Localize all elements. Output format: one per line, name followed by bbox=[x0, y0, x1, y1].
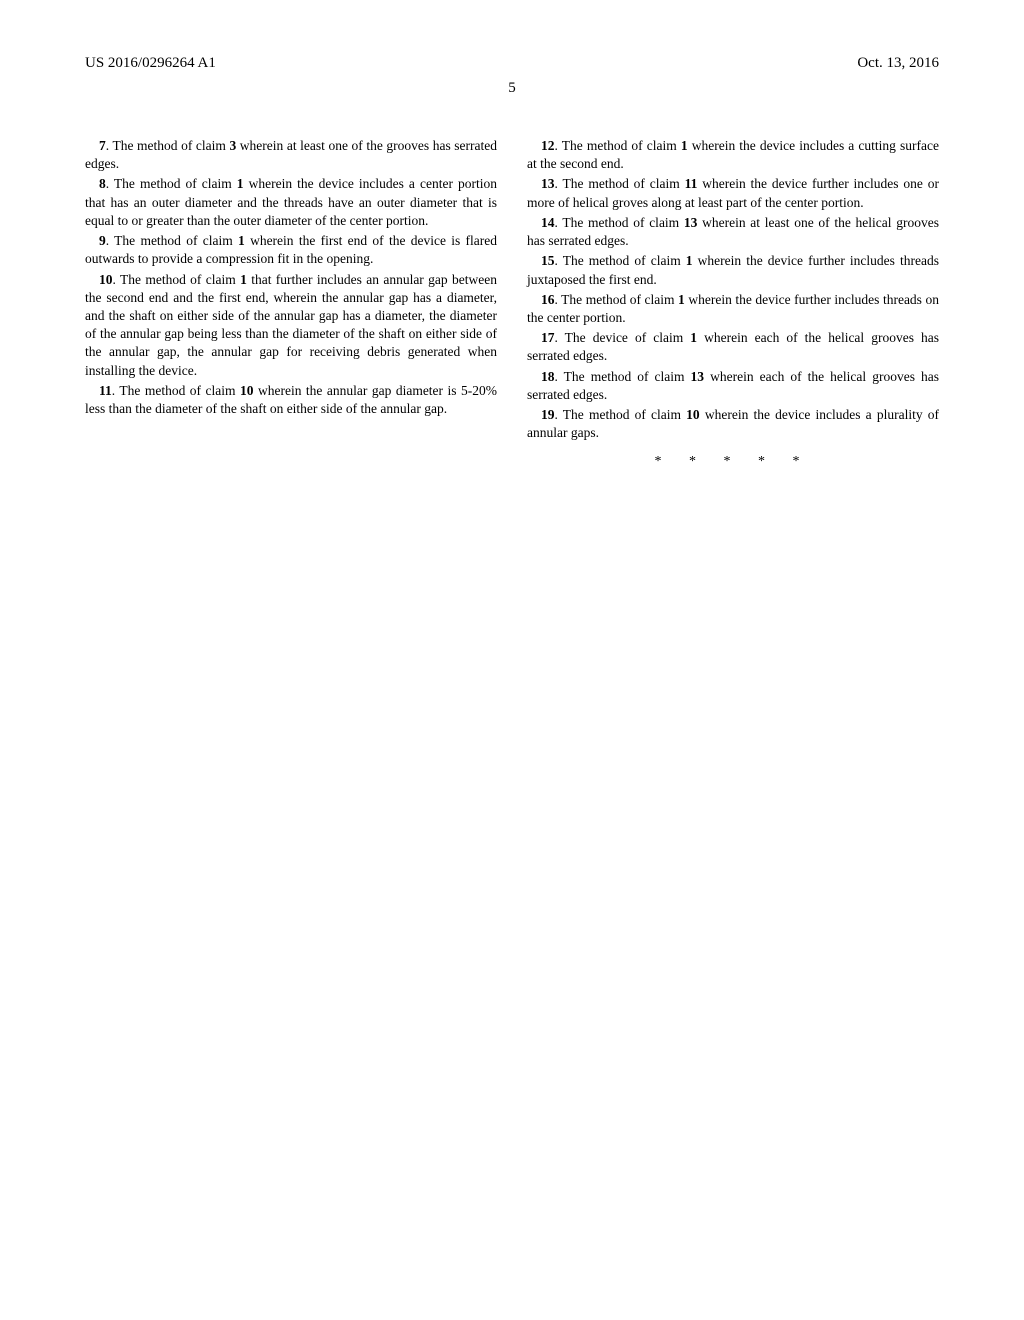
page-number: 5 bbox=[85, 80, 939, 97]
ref-num: 10 bbox=[240, 383, 254, 398]
claim-num: 11 bbox=[99, 383, 112, 398]
ref-num: 10 bbox=[686, 407, 700, 422]
claim-num: 12 bbox=[541, 138, 555, 153]
ref-num: 1 bbox=[686, 253, 693, 268]
claim-18: 18. The method of claim 13 wherein each … bbox=[527, 368, 939, 404]
page-header: US 2016/0296264 A1 Oct. 13, 2016 bbox=[85, 55, 939, 72]
claim-9: 9. The method of claim 1 wherein the fir… bbox=[85, 232, 497, 268]
ref-num: 13 bbox=[691, 369, 705, 384]
claim-num: 14 bbox=[541, 215, 555, 230]
ref-num: 1 bbox=[238, 233, 245, 248]
claim-num: 10 bbox=[99, 272, 113, 287]
ref-num: 1 bbox=[678, 292, 685, 307]
claim-10: 10. The method of claim 1 that further i… bbox=[85, 271, 497, 380]
claim-num: 18 bbox=[541, 369, 555, 384]
ref-num: 1 bbox=[237, 176, 244, 191]
claim-16: 16. The method of claim 1 wherein the de… bbox=[527, 291, 939, 327]
claim-13: 13. The method of claim 11 wherein the d… bbox=[527, 175, 939, 211]
pub-number: US 2016/0296264 A1 bbox=[85, 55, 216, 72]
right-column: 12. The method of claim 1 wherein the de… bbox=[527, 137, 939, 471]
claim-num: 13 bbox=[541, 176, 555, 191]
claim-num: 16 bbox=[541, 292, 555, 307]
claim-12: 12. The method of claim 1 wherein the de… bbox=[527, 137, 939, 173]
claim-11: 11. The method of claim 10 wherein the a… bbox=[85, 382, 497, 418]
pub-date: Oct. 13, 2016 bbox=[857, 55, 939, 72]
claim-14: 14. The method of claim 13 wherein at le… bbox=[527, 214, 939, 250]
claim-8: 8. The method of claim 1 wherein the dev… bbox=[85, 175, 497, 230]
claim-num: 15 bbox=[541, 253, 555, 268]
ref-num: 1 bbox=[240, 272, 247, 287]
end-marker: * * * * * bbox=[527, 453, 939, 472]
left-column: 7. The method of claim 3 wherein at leas… bbox=[85, 137, 497, 471]
claim-15: 15. The method of claim 1 wherein the de… bbox=[527, 252, 939, 288]
ref-num: 13 bbox=[684, 215, 698, 230]
claim-19: 19. The method of claim 10 wherein the d… bbox=[527, 406, 939, 442]
ref-num: 1 bbox=[681, 138, 688, 153]
claim-num: 17 bbox=[541, 330, 555, 345]
claim-num: 8 bbox=[99, 176, 106, 191]
claim-num: 19 bbox=[541, 407, 555, 422]
claim-num: 7 bbox=[99, 138, 106, 153]
claim-7: 7. The method of claim 3 wherein at leas… bbox=[85, 137, 497, 173]
ref-num: 11 bbox=[685, 176, 698, 191]
body-columns: 7. The method of claim 3 wherein at leas… bbox=[85, 137, 939, 471]
claim-num: 9 bbox=[99, 233, 106, 248]
claim-17: 17. The device of claim 1 wherein each o… bbox=[527, 329, 939, 365]
